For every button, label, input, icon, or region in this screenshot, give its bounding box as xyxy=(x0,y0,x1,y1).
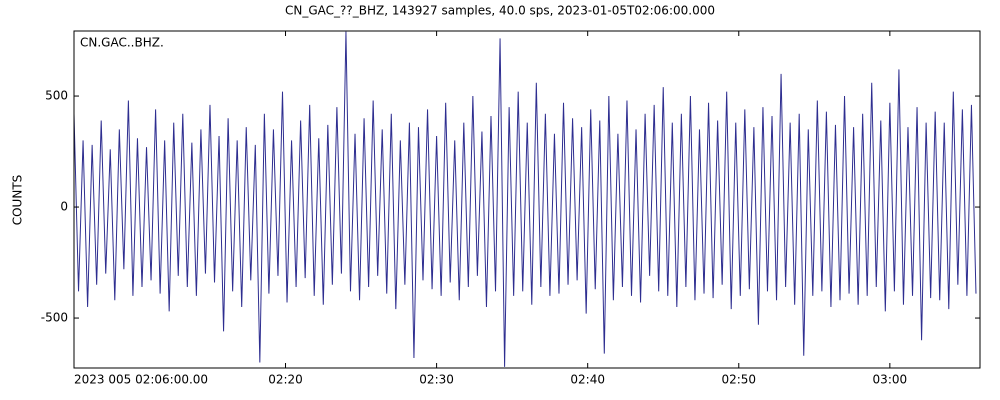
waveform xyxy=(73,31,977,367)
trace-label-bg xyxy=(77,34,165,50)
plot-frame xyxy=(73,30,981,369)
y-tick-label: -500 xyxy=(41,311,68,325)
x-tick-label: 02:40 xyxy=(570,373,605,387)
y-tick-label: 0 xyxy=(60,200,68,214)
x-tick-label: 02:50 xyxy=(721,373,756,387)
plot-area xyxy=(73,31,977,367)
chart-title: CN_GAC_??_BHZ, 143927 samples, 40.0 sps,… xyxy=(285,4,715,18)
y-axis-label: COUNTS xyxy=(11,175,25,226)
trace-label: CN.GAC..BHZ. xyxy=(80,36,164,50)
x-tick-label: 02:20 xyxy=(268,373,303,387)
x-tick-label: 03:00 xyxy=(873,373,908,387)
x-tick-label: 02:30 xyxy=(419,373,454,387)
y-tick-label: 500 xyxy=(45,89,68,103)
x-tick-label: 2023 005 02:06:00.00 xyxy=(74,373,208,387)
